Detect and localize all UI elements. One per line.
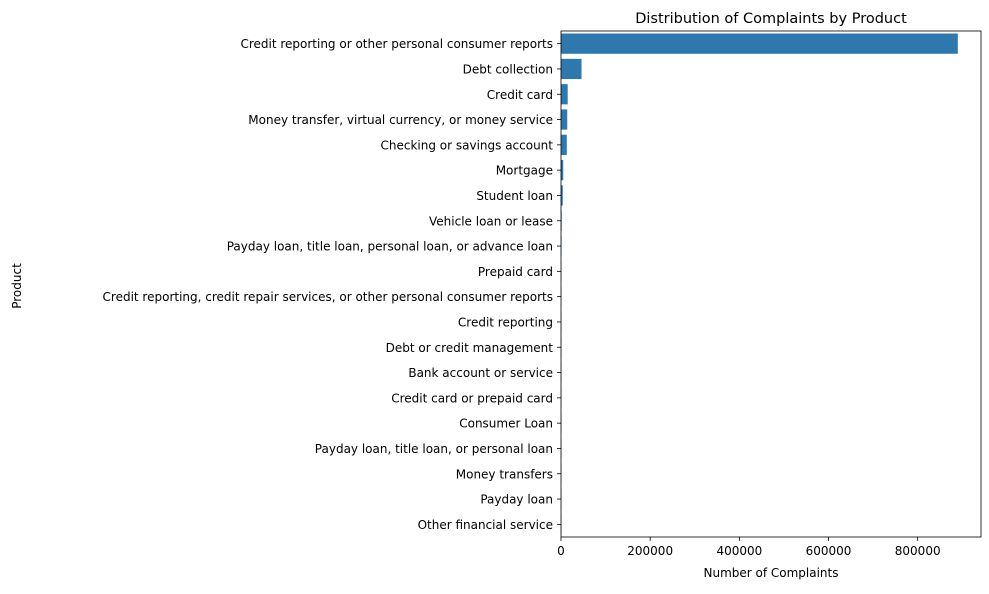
y-tick-label: Bank account or service bbox=[408, 366, 553, 380]
y-tick-label: Other financial service bbox=[418, 518, 553, 532]
y-tick-label: Credit reporting or other personal consu… bbox=[240, 37, 553, 51]
bar bbox=[561, 34, 958, 54]
y-tick-label: Payday loan bbox=[480, 493, 553, 507]
x-tick-label: 200000 bbox=[627, 544, 673, 558]
x-axis-ticks: 0 200000 400000 600000 800000 bbox=[557, 537, 940, 558]
axes-frame bbox=[561, 31, 981, 537]
y-tick-label: Payday loan, title loan, personal loan, … bbox=[227, 240, 553, 254]
y-tick-label: Prepaid card bbox=[478, 265, 553, 279]
plot-frame bbox=[561, 31, 981, 537]
y-tick-label: Mortgage bbox=[496, 164, 553, 178]
y-tick-label: Student loan bbox=[476, 189, 553, 203]
bar bbox=[561, 84, 568, 104]
y-tick-label: Credit reporting, credit repair services… bbox=[103, 290, 553, 304]
x-tick-label: 600000 bbox=[806, 544, 852, 558]
bar bbox=[561, 109, 567, 129]
bar bbox=[561, 135, 567, 155]
x-tick-label: 400000 bbox=[716, 544, 762, 558]
y-tick-label: Checking or savings account bbox=[380, 138, 553, 152]
chart-title: Distribution of Complaints by Product bbox=[635, 11, 907, 27]
y-axis-ticks: Credit reporting or other personal consu… bbox=[103, 37, 561, 532]
y-tick-label: Debt collection bbox=[463, 62, 553, 76]
y-tick-label: Consumer Loan bbox=[459, 417, 553, 431]
bars-layer bbox=[561, 34, 958, 535]
x-tick-label: 0 bbox=[557, 544, 565, 558]
y-axis-label: Product bbox=[10, 263, 24, 309]
x-tick-label: 800000 bbox=[895, 544, 941, 558]
y-tick-label: Vehicle loan or lease bbox=[429, 214, 553, 228]
y-tick-label: Credit card bbox=[487, 88, 553, 102]
y-tick-label: Debt or credit management bbox=[386, 341, 554, 355]
y-tick-label: Credit reporting bbox=[458, 315, 553, 329]
y-tick-label: Credit card or prepaid card bbox=[391, 391, 553, 405]
x-axis-label: Number of Complaints bbox=[703, 566, 838, 580]
y-tick-label: Money transfer, virtual currency, or mon… bbox=[248, 113, 553, 127]
y-tick-label: Money transfers bbox=[456, 467, 553, 481]
bar bbox=[561, 59, 582, 79]
y-tick-label: Payday loan, title loan, or personal loa… bbox=[315, 442, 553, 456]
